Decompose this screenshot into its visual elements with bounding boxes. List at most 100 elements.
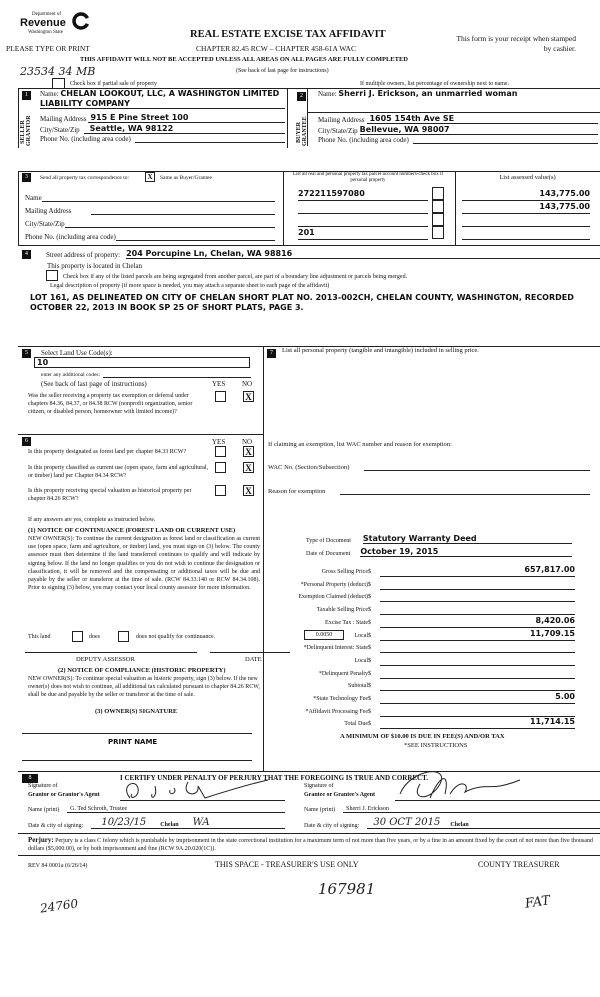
buyer-name-field[interactable]: Name: Sherri J. Erickson, an unmarried w… (318, 89, 598, 98)
currency-sign: $ (368, 645, 371, 652)
tax-row-value[interactable] (380, 591, 575, 603)
grantor-signature-field[interactable] (120, 800, 285, 801)
continuance-title: (1) NOTICE OF CONTINUANCE (FOREST LAND O… (28, 527, 236, 534)
assessed-value-input[interactable]: 143,775.00 (462, 189, 590, 201)
segregated-checkbox[interactable] (46, 270, 58, 281)
seller-mailing-field[interactable]: Mailing Address 915 E Pine Street 100 (40, 113, 285, 123)
corr-name-input[interactable] (41, 194, 275, 202)
tax-row-value[interactable] (380, 604, 575, 616)
deputy-assessor-line[interactable] (25, 652, 197, 653)
buyer-city-field[interactable]: City/State/Zip Bellevue, WA 98007 (318, 125, 598, 135)
section-1-number: 1 (22, 91, 31, 100)
legal-description[interactable]: LOT 161, AS DELINEATED ON CITY OF CHELAN… (30, 293, 574, 312)
personal-property-checkbox[interactable] (432, 213, 444, 226)
tax-row-label: *Personal Property (deduct) (300, 581, 368, 588)
tax-row-value[interactable]: 11,714.15 (380, 718, 575, 730)
grantee-sig-label2: Grantee or Grantee's Agent (304, 792, 376, 798)
buyer-mailing-field[interactable]: Mailing Address 1605 154th Ave SE (318, 114, 598, 124)
exemption-no-checkbox[interactable]: X (243, 391, 254, 402)
tax-row-value[interactable] (380, 655, 575, 666)
section6-no-checkbox[interactable]: X (243, 446, 254, 457)
section6-yes-checkbox[interactable] (215, 446, 226, 457)
currency-sign: $ (368, 657, 371, 664)
seller-city-label: City/State/Zip (40, 126, 80, 134)
does-not-checkbox[interactable] (118, 631, 129, 642)
seller-name-field[interactable]: Name: CHELAN LOOKOUT, LLC, A WASHINGTON … (40, 89, 285, 109)
parcel-number-input[interactable]: 272211597080 (298, 189, 428, 201)
tax-row-value[interactable]: 657,817.00 (380, 566, 575, 577)
currency-sign: $ (368, 708, 371, 715)
doc-type-label: Type of Document (306, 538, 351, 544)
assessed-value-input[interactable]: 143,775.00 (462, 202, 590, 214)
tax-row-value[interactable] (380, 668, 575, 679)
corr-mailing-input[interactable] (91, 207, 275, 215)
tax-row-value[interactable] (380, 680, 575, 692)
doc-type[interactable]: Statutory Warranty Deed (362, 534, 572, 544)
tax-row-value[interactable] (380, 579, 575, 590)
corr-phone-input[interactable] (115, 233, 275, 241)
logo-line2: Revenue (20, 17, 66, 29)
section6-no-checkbox[interactable]: X (243, 485, 254, 496)
assessor-date-line[interactable] (210, 652, 290, 653)
personal-property-checkbox[interactable] (432, 200, 444, 213)
currency-sign: $ (368, 683, 371, 690)
street-label: Street address of property: (46, 251, 121, 259)
tax-row-value[interactable]: 8,420.06 (380, 616, 575, 628)
seller-city-field[interactable]: City/State/Zip Seattle, WA 98122 (40, 124, 285, 134)
owner-signature-line[interactable] (22, 733, 252, 734)
seller-label: SELLER GRANTOR (20, 115, 32, 146)
street-address[interactable]: 204 Porcupine Ln, Chelan, WA 98816 (126, 249, 600, 259)
section6-yes-checkbox[interactable] (215, 485, 226, 496)
additional-codes-input[interactable] (103, 371, 251, 378)
does-label: does (89, 634, 100, 640)
grantor-name[interactable]: G. Ted Schroth, Trustee (67, 806, 285, 813)
corr-city-input[interactable] (64, 220, 275, 228)
parcel-number-input[interactable] (298, 202, 428, 214)
grantee-date-field[interactable]: 30 OCT 2015 Chelan (367, 817, 600, 829)
doc-date[interactable]: October 19, 2015 (360, 547, 572, 557)
section6-yes-checkbox[interactable] (215, 462, 226, 473)
personal-property-checkbox[interactable] (432, 226, 444, 239)
tax-row-value[interactable]: 5.00 (380, 693, 575, 704)
print-name-line[interactable] (22, 760, 252, 761)
currency-sign: $ (368, 619, 371, 626)
buyer-city: Bellevue, WA 98007 (359, 125, 598, 135)
seller-name-label: Name: (40, 90, 59, 98)
dor-logo: Department of Revenue Washington State (20, 12, 100, 42)
parcel-number-input[interactable]: 201 (298, 228, 428, 240)
wac-input[interactable] (364, 463, 590, 471)
does-checkbox[interactable] (72, 631, 83, 642)
parcel-header: List all real and personal property tax … (292, 172, 444, 183)
seller-mailing: 915 E Pine Street 100 (88, 113, 285, 123)
grantee-name[interactable]: Sherri J. Erickson (343, 806, 600, 813)
tax-row: *Delinquent Interest: State $ (304, 641, 590, 654)
tax-row-value[interactable]: 11,709.15 (380, 629, 575, 641)
grantor-date-field[interactable]: 10/23/15 Chelan WA (91, 817, 285, 829)
land-use-code-input[interactable]: 10 (34, 357, 250, 368)
tax-row: Exemption Claimed (deduct) $ (298, 590, 590, 603)
buyer-phone-field[interactable]: Phone No. (including area code) (318, 136, 598, 144)
exemption-yes-checkbox[interactable] (215, 391, 226, 402)
logo-line1: Department of (32, 12, 62, 17)
reason-input[interactable] (340, 487, 590, 495)
same-as-buyer-checkbox[interactable]: X (145, 172, 155, 182)
tax-row-value[interactable] (380, 642, 575, 654)
personal-property-checkbox[interactable] (432, 187, 444, 200)
wac-label: WAC No. (Section/Subsection) (268, 464, 350, 471)
section6-question: Is this property designated as forest la… (28, 449, 187, 455)
partial-sale-label: Check box if partial sale of property (70, 81, 157, 87)
local-rate-input[interactable]: 0.0050 (304, 630, 344, 640)
parcel-number-input[interactable] (298, 215, 428, 227)
tax-row-value[interactable] (380, 706, 575, 717)
seller-phone-field[interactable]: Phone No. (including area code) (40, 135, 285, 143)
this-land-label: This land (28, 634, 51, 640)
grantee-signature-field[interactable] (395, 800, 600, 801)
see-back-instructions: (See back of last page of instructions) (41, 380, 147, 388)
located-in: This property is located in Chelan (47, 262, 143, 270)
perjury-note: Perjury: Perjury is a class C felony whi… (28, 836, 598, 853)
land-use-label: Select Land Use Code(s): (41, 349, 113, 357)
buyer-name: Sherri J. Erickson, an unmarried woman (338, 89, 518, 98)
section6-no-checkbox[interactable]: X (243, 462, 254, 473)
assessed-value-input[interactable] (462, 215, 590, 227)
assessed-value-input[interactable] (462, 228, 590, 240)
